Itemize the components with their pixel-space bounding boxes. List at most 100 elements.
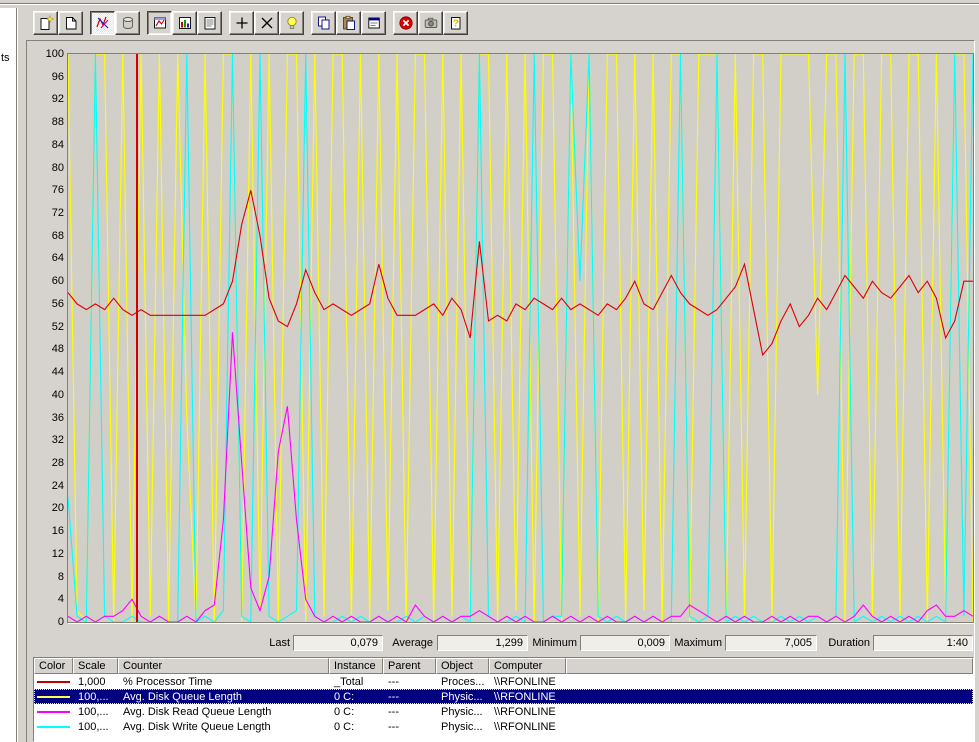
counter-instance: 0 C: <box>334 690 355 703</box>
view-log-data-icon <box>120 15 136 31</box>
series-line-0 <box>68 190 973 357</box>
y-axis-tick-label: 92 <box>51 93 64 106</box>
stat-label-minimum: Minimum <box>532 637 577 649</box>
series-line-1 <box>68 54 973 622</box>
paste-counter-list-button[interactable] <box>336 11 361 35</box>
y-axis-tick-label: 60 <box>51 275 64 288</box>
legend-counter-row[interactable]: 1,000 % Processor Time _Total --- Proces... \… <box>34 674 973 689</box>
stat-label-maximum: Maximum <box>674 637 722 649</box>
copy-properties-button[interactable] <box>311 11 336 35</box>
view-current-activity-icon <box>95 15 111 31</box>
window-edge-highlight <box>0 4 979 5</box>
counter-object: Physic... <box>441 690 483 703</box>
window-edge-line <box>0 3 979 4</box>
y-axis-tick-label: 44 <box>51 366 64 379</box>
properties-button[interactable] <box>361 11 386 35</box>
legend-column-header-parent[interactable]: Parent <box>383 658 436 674</box>
counter-color-swatch <box>37 725 70 728</box>
view-log-data-button[interactable] <box>115 11 140 35</box>
counter-scale: 1,000 <box>78 675 106 688</box>
counter-scale: 100,... <box>78 705 109 718</box>
counter-name: % Processor Time <box>123 675 213 688</box>
view-report-button[interactable] <box>197 11 222 35</box>
add-counter-icon <box>234 15 250 31</box>
counter-color-swatch <box>37 695 70 698</box>
delete-counter-button[interactable] <box>254 11 279 35</box>
counter-object: Physic... <box>441 720 483 733</box>
highlight-icon <box>284 15 300 31</box>
counter-parent: --- <box>388 675 399 688</box>
counter-name: Avg. Disk Read Queue Length <box>123 705 272 718</box>
y-axis-tick-label: 20 <box>51 502 64 515</box>
stat-label-last: Last <box>269 637 290 649</box>
y-axis-tick-label: 80 <box>51 161 64 174</box>
view-histogram-icon <box>177 15 193 31</box>
add-counter-button[interactable] <box>229 11 254 35</box>
y-axis-tick-label: 16 <box>51 525 64 538</box>
update-data-icon <box>423 15 439 31</box>
y-axis-tick-label: 32 <box>51 434 64 447</box>
new-counter-set-button[interactable] <box>33 11 58 35</box>
counter-scale: 100,... <box>78 690 109 703</box>
counter-instance: 0 C: <box>334 720 355 733</box>
counter-object: Physic... <box>441 705 483 718</box>
counter-color-swatch <box>37 680 70 683</box>
console-tree-partial-text: ts <box>1 52 10 64</box>
y-axis-tick-label: 24 <box>51 479 64 492</box>
help-button[interactable]: ? <box>443 11 468 35</box>
series-line-2 <box>68 332 973 622</box>
paste-counter-list-icon <box>341 15 357 31</box>
legend-column-header-instance[interactable]: Instance <box>329 658 383 674</box>
legend-column-header-color[interactable]: Color <box>34 658 73 674</box>
y-axis-tick-label: 96 <box>51 70 64 83</box>
legend-column-header-computer[interactable]: Computer <box>489 658 566 674</box>
legend-column-header-counter[interactable]: Counter <box>118 658 329 674</box>
pane-splitter[interactable] <box>16 8 19 742</box>
y-axis-tick-label: 28 <box>51 456 64 469</box>
properties-icon <box>366 15 382 31</box>
counter-name: Avg. Disk Write Queue Length <box>123 720 271 733</box>
chart-canvas <box>68 54 973 622</box>
view-current-activity-button[interactable] <box>90 11 115 35</box>
stat-label-average: Average <box>392 637 433 649</box>
y-axis-tick-label: 100 <box>45 48 64 60</box>
legend-counter-row[interactable]: 100,... Avg. Disk Write Queue Length 0 C: -… <box>34 719 973 734</box>
counter-name: Avg. Disk Queue Length <box>123 690 243 703</box>
y-axis-tick-label: 12 <box>51 547 64 560</box>
clear-display-button[interactable] <box>58 11 83 35</box>
toolbar: ? <box>33 11 468 37</box>
view-graph-icon <box>152 15 168 31</box>
y-axis-tick-label: 0 <box>57 616 64 628</box>
counter-computer: \\RFONLINE <box>494 705 556 718</box>
counter-instance: 0 C: <box>334 705 355 718</box>
y-axis-tick-label: 64 <box>51 252 64 265</box>
counter-computer: \\RFONLINE <box>494 720 556 733</box>
stat-value-duration: 1:40 <box>873 635 973 651</box>
counter-object: Proces... <box>441 675 485 688</box>
counter-legend: Color Scale Counter Instance Parent Object Com… <box>33 657 974 742</box>
legend-column-header-scale[interactable]: Scale <box>73 658 118 674</box>
y-axis-tick-label: 76 <box>51 184 64 197</box>
legend-header-row: Color Scale Counter Instance Parent Object Com… <box>34 658 973 674</box>
view-report-icon <box>202 15 218 31</box>
delete-counter-icon <box>259 15 275 31</box>
y-axis-tick-label: 36 <box>51 411 64 424</box>
view-histogram-button[interactable] <box>172 11 197 35</box>
legend-column-header-filler <box>566 658 973 674</box>
highlight-button[interactable] <box>279 11 304 35</box>
counter-computer: \\RFONLINE <box>494 690 556 703</box>
legend-counter-row[interactable]: 100,... Avg. Disk Queue Length 0 C: --- Phys… <box>34 689 973 704</box>
y-axis-tick-label: 48 <box>51 343 64 356</box>
legend-counter-row[interactable]: 100,... Avg. Disk Read Queue Length 0 C: --… <box>34 704 973 719</box>
stat-value-minimum: 0,009 <box>580 635 670 651</box>
view-graph-button[interactable] <box>147 11 172 35</box>
y-axis-tick-label: 4 <box>57 593 64 606</box>
update-data-button[interactable] <box>418 11 443 35</box>
freeze-display-button[interactable] <box>393 11 418 35</box>
y-axis-tick-label: 72 <box>51 207 64 220</box>
counter-parent: --- <box>388 720 399 733</box>
legend-column-header-object[interactable]: Object <box>436 658 489 674</box>
counter-parent: --- <box>388 690 399 703</box>
console-tree-pane[interactable]: ts <box>0 8 16 742</box>
